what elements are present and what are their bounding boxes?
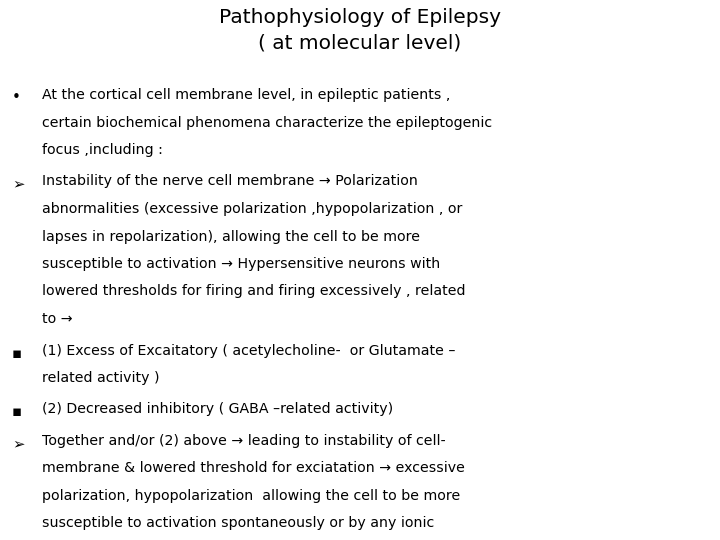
Text: focus ,including :: focus ,including : <box>42 143 163 157</box>
Text: abnormalities (excessive polarization ,hypopolarization , or: abnormalities (excessive polarization ,h… <box>42 202 462 216</box>
Text: •: • <box>12 90 21 105</box>
Text: susceptible to activation → Hypersensitive neurons with: susceptible to activation → Hypersensiti… <box>42 257 440 271</box>
Text: related activity ): related activity ) <box>42 371 160 385</box>
Text: membrane & lowered threshold for exciatation → excessive: membrane & lowered threshold for exciata… <box>42 462 465 476</box>
Text: susceptible to activation spontaneously or by any ionic: susceptible to activation spontaneously … <box>42 516 434 530</box>
Text: Pathophysiology of Epilepsy
( at molecular level): Pathophysiology of Epilepsy ( at molecul… <box>219 8 501 53</box>
Text: At the cortical cell membrane level, in epileptic patients ,: At the cortical cell membrane level, in … <box>42 88 451 102</box>
Text: Instability of the nerve cell membrane → Polarization: Instability of the nerve cell membrane →… <box>42 174 418 188</box>
Text: lowered thresholds for firing and firing excessively , related: lowered thresholds for firing and firing… <box>42 285 466 299</box>
Text: ▪: ▪ <box>12 404 22 420</box>
Text: ➢: ➢ <box>12 436 24 451</box>
Text: certain biochemical phenomena characterize the epileptogenic: certain biochemical phenomena characteri… <box>42 116 492 130</box>
Text: (1) Excess of Excaitatory ( acetylecholine-  or Glutamate –: (1) Excess of Excaitatory ( acetylecholi… <box>42 343 456 357</box>
Text: polarization, hypopolarization  allowing the cell to be more: polarization, hypopolarization allowing … <box>42 489 460 503</box>
Text: ▪: ▪ <box>12 346 22 361</box>
Text: lapses in repolarization), allowing the cell to be more: lapses in repolarization), allowing the … <box>42 230 420 244</box>
Text: (2) Decreased inhibitory ( GABA –related activity): (2) Decreased inhibitory ( GABA –related… <box>42 402 393 416</box>
Text: ➢: ➢ <box>12 177 24 192</box>
Text: Together and/or (2) above → leading to instability of cell-: Together and/or (2) above → leading to i… <box>42 434 446 448</box>
Text: to →: to → <box>42 312 73 326</box>
